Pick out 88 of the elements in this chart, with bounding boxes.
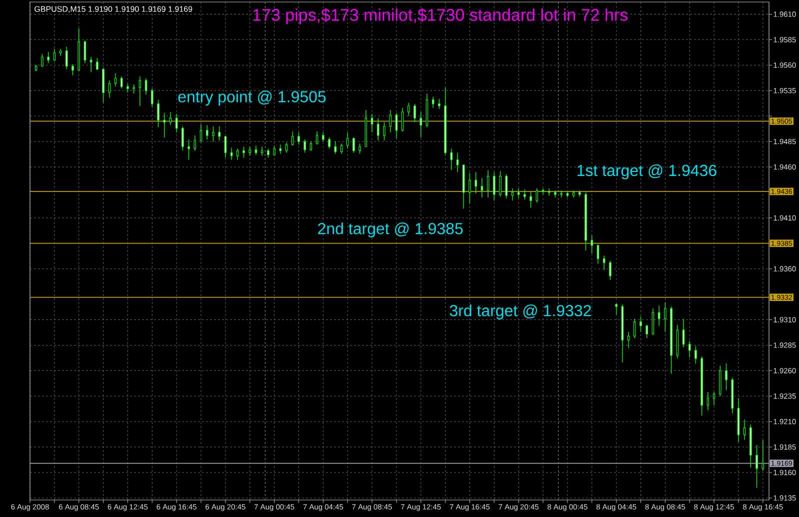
- candlestick: [218, 126, 220, 141]
- candlestick: [151, 88, 154, 108]
- candlestick: [206, 124, 208, 140]
- candlestick: [346, 132, 349, 149]
- candlestick: [743, 419, 746, 440]
- candlestick: [41, 54, 44, 67]
- candlestick: [102, 68, 104, 104]
- candlestick: [688, 340, 691, 358]
- candlestick: [194, 135, 196, 152]
- candlestick: [358, 143, 361, 154]
- candlestick: [517, 188, 520, 199]
- candlestick: [762, 440, 764, 471]
- candlestick: [352, 137, 355, 154]
- candlestick: [499, 170, 502, 197]
- candlestick: [530, 191, 532, 208]
- candlestick: [493, 172, 496, 201]
- candlestick: [615, 303, 618, 315]
- candlestick: [304, 139, 306, 154]
- candlestick: [285, 142, 288, 154]
- candlestick: [96, 58, 98, 71]
- candlestick: [242, 146, 245, 158]
- candlestick: [132, 84, 135, 94]
- candlestick: [420, 112, 422, 138]
- candlestick: [468, 172, 471, 204]
- candlestick: [474, 172, 478, 194]
- candlestick: [725, 363, 728, 390]
- candlestick: [316, 130, 318, 145]
- candlestick: [90, 56, 92, 73]
- annotation: 3rd target @ 1.9332: [450, 304, 591, 320]
- chart-subtitle: 173 pips,$173 minilot,$1730 standard lot in 72 hrs: [253, 8, 628, 24]
- candlestick: [718, 365, 722, 396]
- annotation: entry point @ 1.9505: [178, 90, 326, 106]
- candlestick: [188, 139, 190, 160]
- candlestick: [267, 148, 270, 158]
- candlestick: [334, 141, 337, 154]
- candlestick: [633, 318, 636, 338]
- candlestick: [536, 188, 538, 203]
- candlestick: [157, 99, 160, 128]
- annotation: 2nd target @ 1.9385: [318, 222, 463, 238]
- candlestick: [376, 118, 380, 141]
- candlestick: [298, 132, 300, 145]
- candlestick: [163, 112, 166, 138]
- candlestick: [200, 124, 202, 143]
- candlestick: [273, 145, 276, 156]
- candlestick: [65, 46, 68, 70]
- candlestick: [175, 114, 178, 133]
- candlestick: [432, 96, 434, 108]
- candlestick: [590, 234, 594, 254]
- candlestick: [694, 346, 697, 364]
- candlestick: [408, 102, 410, 116]
- candlestick: [505, 174, 508, 199]
- candlestick: [389, 110, 392, 133]
- candlestick: [658, 305, 660, 326]
- candlestick: [756, 444, 758, 488]
- annotation: 1st target @ 1.9436: [578, 164, 716, 180]
- candlestick: [524, 189, 526, 200]
- candlestick: [664, 302, 666, 332]
- candlestick: [108, 80, 111, 98]
- candlestick: [72, 64, 74, 76]
- candlestick: [627, 332, 630, 349]
- candlestick: [322, 132, 324, 142]
- candlestick: [138, 76, 142, 106]
- chart-title: GBPUSD,M15 1.9190 1.9190 1.9169 1.9169: [34, 6, 192, 13]
- candlestick: [260, 146, 264, 156]
- candlestick: [126, 83, 129, 93]
- candlestick: [279, 144, 282, 154]
- candlestick: [414, 103, 416, 123]
- candlestick: [328, 137, 330, 149]
- candlestick: [609, 260, 612, 280]
- candlestick: [450, 148, 453, 170]
- candlestick: [47, 52, 50, 64]
- candlestick: [212, 126, 214, 142]
- candlestick: [120, 76, 123, 89]
- candlestick: [248, 146, 252, 156]
- candlestick: [646, 324, 648, 338]
- candlestick: [114, 72, 117, 87]
- candlestick: [144, 78, 148, 96]
- candlestick: [640, 316, 642, 332]
- candlestick: [291, 130, 294, 146]
- candlestick: [182, 126, 184, 152]
- candlestick: [456, 152, 459, 172]
- candlestick: [236, 148, 239, 160]
- candlestick: [383, 122, 386, 141]
- candlestick: [602, 255, 606, 270]
- candlestick: [438, 98, 440, 110]
- candlestick: [310, 141, 312, 152]
- candlestick: [511, 188, 514, 201]
- candlestick: [53, 48, 56, 62]
